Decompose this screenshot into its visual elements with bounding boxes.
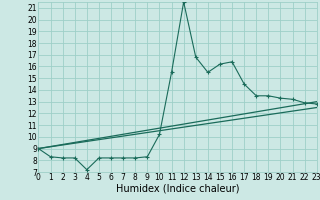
X-axis label: Humidex (Indice chaleur): Humidex (Indice chaleur) [116,184,239,194]
